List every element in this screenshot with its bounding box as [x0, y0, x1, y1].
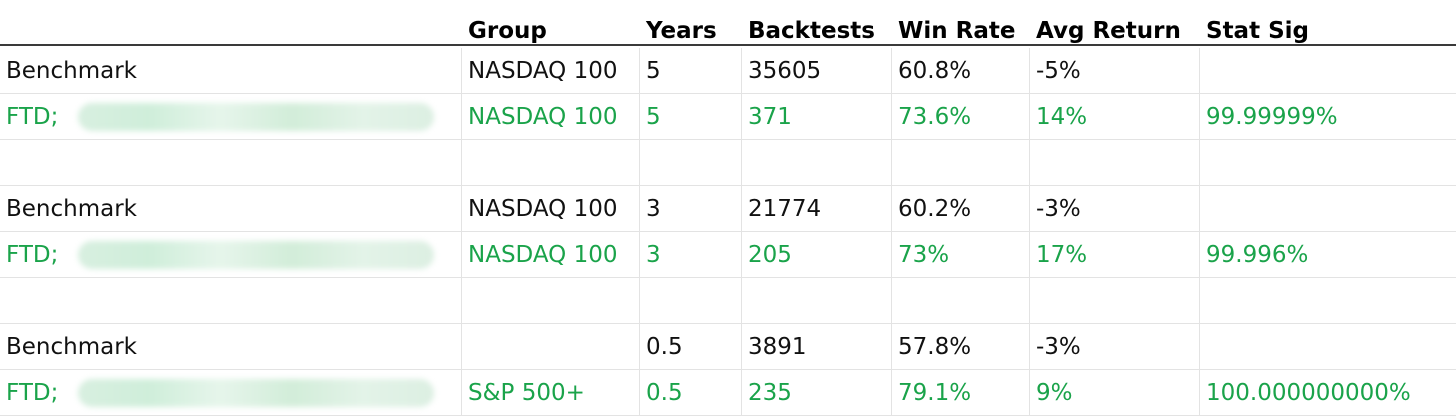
cell-win-rate — [892, 278, 1030, 323]
cell-label: FTD; — [0, 370, 462, 415]
cell-backtests: 371 — [742, 94, 892, 139]
table-row: Benchmark NASDAQ 100 5 35605 60.8% -5% — [0, 48, 1456, 94]
cell-win-rate: 73.6% — [892, 94, 1030, 139]
cell-avg-return: -3% — [1030, 186, 1200, 231]
header-row: Group Years Backtests Win Rate Avg Retur… — [0, 0, 1456, 46]
cell-group: NASDAQ 100 — [462, 186, 640, 231]
cell-backtests — [742, 140, 892, 185]
header-cell-group: Group — [468, 18, 547, 44]
cell-avg-return: 14% — [1030, 94, 1200, 139]
cell-avg-return: -5% — [1030, 48, 1200, 93]
cell-avg-return — [1030, 278, 1200, 323]
cell-backtests: 235 — [742, 370, 892, 415]
ftd-label: FTD; — [6, 242, 59, 268]
cell-stat-sig — [1200, 278, 1456, 323]
cell-years: 3 — [640, 232, 742, 277]
cell-label — [0, 140, 462, 185]
cell-backtests: 205 — [742, 232, 892, 277]
cell-label: FTD; — [0, 94, 462, 139]
cell-group — [462, 140, 640, 185]
spacer-row — [0, 278, 1456, 324]
cell-stat-sig — [1200, 186, 1456, 231]
cell-backtests: 35605 — [742, 48, 892, 93]
cell-stat-sig — [1200, 140, 1456, 185]
cell-avg-return: -3% — [1030, 324, 1200, 369]
cell-label — [0, 278, 462, 323]
cell-group — [462, 278, 640, 323]
cell-stat-sig: 99.996% — [1206, 242, 1309, 268]
table-row: FTD; S&P 500+ 0.5 235 79.1% 9% 100.000000000% — [0, 370, 1456, 416]
cell-years: 0.5 — [640, 324, 742, 369]
cell-years — [640, 140, 742, 185]
cell-win-rate: 57.8% — [892, 324, 1030, 369]
cell-stat-sig — [1200, 48, 1456, 93]
cell-avg-return: 9% — [1030, 370, 1200, 415]
cell-avg-return: 17% — [1030, 232, 1200, 277]
cell-win-rate: 60.8% — [892, 48, 1030, 93]
cell-group: NASDAQ 100 — [462, 94, 640, 139]
table-row: Benchmark 0.5 3891 57.8% -3% — [0, 324, 1456, 370]
cell-years: 3 — [640, 186, 742, 231]
header-cell-avg-return: Avg Return — [1036, 18, 1181, 44]
header-cell-years: Years — [646, 18, 717, 44]
cell-label: Benchmark — [0, 48, 462, 93]
cell-stat-sig: 99.99999% — [1206, 104, 1338, 130]
cell-backtests — [742, 278, 892, 323]
cell-years: 5 — [640, 94, 742, 139]
cell-group — [462, 324, 640, 369]
cell-years — [640, 278, 742, 323]
cell-group: S&P 500+ — [462, 370, 640, 415]
header-cell-stat-sig: Stat Sig — [1206, 18, 1309, 44]
redacted-blur — [78, 379, 434, 407]
cell-years: 5 — [640, 48, 742, 93]
ftd-label: FTD; — [6, 104, 59, 130]
cell-label: Benchmark — [0, 324, 462, 369]
header-cell-label — [0, 0, 462, 44]
cell-win-rate: 79.1% — [892, 370, 1030, 415]
cell-group: NASDAQ 100 — [462, 232, 640, 277]
cell-label: FTD; — [0, 232, 462, 277]
table-row: FTD; NASDAQ 100 3 205 73% 17% 99.996% — [0, 232, 1456, 278]
table-row: Benchmark NASDAQ 100 3 21774 60.2% -3% — [0, 186, 1456, 232]
spacer-row — [0, 140, 1456, 186]
cell-backtests: 21774 — [742, 186, 892, 231]
cell-stat-sig: 100.000000000% — [1206, 380, 1411, 406]
cell-win-rate — [892, 140, 1030, 185]
ftd-label: FTD; — [6, 380, 59, 406]
redacted-blur — [78, 241, 434, 269]
cell-group: NASDAQ 100 — [462, 48, 640, 93]
redacted-blur — [78, 103, 434, 131]
table-row: FTD; NASDAQ 100 5 371 73.6% 14% 99.99999% — [0, 94, 1456, 140]
header-cell-win-rate: Win Rate — [898, 18, 1016, 44]
cell-avg-return — [1030, 140, 1200, 185]
cell-win-rate: 60.2% — [892, 186, 1030, 231]
cell-stat-sig — [1200, 324, 1456, 369]
cell-win-rate: 73% — [892, 232, 1030, 277]
cell-years: 0.5 — [640, 370, 742, 415]
cell-label: Benchmark — [0, 186, 462, 231]
header-cell-backtests: Backtests — [748, 18, 875, 44]
cell-backtests: 3891 — [742, 324, 892, 369]
